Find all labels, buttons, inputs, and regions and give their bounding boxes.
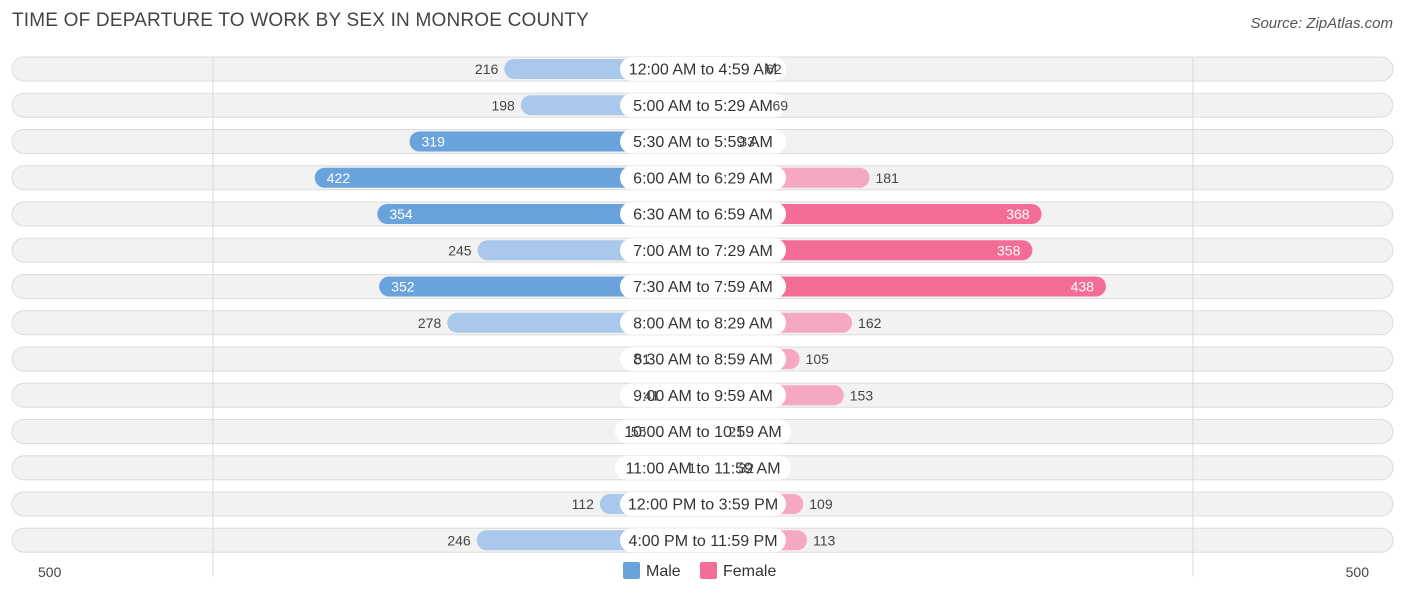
female-bar: [693, 276, 1106, 297]
female-value-label: 105: [806, 351, 830, 367]
axis-label-right: 500: [1346, 564, 1370, 580]
category-label: 5:30 AM to 5:59 AM: [633, 134, 773, 151]
category-label: 12:00 AM to 4:59 AM: [629, 62, 778, 79]
female-value-label: 162: [858, 315, 882, 331]
category-label-bg: [615, 419, 791, 444]
axis-label-left: 500: [38, 564, 62, 580]
category-label: 6:00 AM to 6:29 AM: [633, 170, 773, 187]
category-label-bg: [620, 528, 786, 553]
male-value-label: 216: [475, 61, 499, 77]
female-value-label: 358: [997, 242, 1021, 258]
category-label: 4:00 PM to 11:59 PM: [628, 533, 777, 550]
male-value-label: 41: [644, 387, 660, 403]
chart-title: TIME OF DEPARTURE TO WORK BY SEX IN MONR…: [12, 10, 590, 31]
female-value-label: 438: [1071, 279, 1095, 295]
category-label: 10:00 AM to 10:59 AM: [624, 424, 781, 441]
male-value-label: 246: [447, 532, 471, 548]
category-label-bg: [620, 383, 786, 408]
category-label: 12:00 PM to 3:59 PM: [628, 497, 778, 514]
male-value-label: 112: [572, 496, 595, 512]
category-label: 9:00 AM to 9:59 AM: [633, 388, 773, 405]
category-label: 7:00 AM to 7:29 AM: [633, 243, 773, 260]
category-label: 5:00 AM to 5:29 AM: [633, 98, 773, 115]
male-value-label: 245: [448, 242, 472, 258]
category-label: 8:00 AM to 8:29 AM: [633, 315, 773, 332]
female-value-label: 153: [850, 387, 874, 403]
female-value-label: 21: [728, 424, 744, 440]
female-value-label: 33: [739, 134, 755, 150]
female-value-label: 69: [772, 97, 788, 113]
male-value-label: 422: [327, 170, 351, 186]
category-label-bg: [620, 57, 786, 81]
category-label-bg: [620, 202, 786, 226]
male-bar: [314, 167, 713, 188]
female-value-label: 181: [876, 170, 900, 186]
male-value-label: 55: [631, 424, 647, 440]
male-value-label: 354: [389, 206, 413, 222]
male-value-label: 352: [391, 279, 415, 295]
legend-male-label: Male: [646, 563, 681, 580]
male-value-label: 319: [422, 134, 446, 150]
female-value-label: 113: [813, 532, 836, 548]
category-label: 6:30 AM to 6:59 AM: [633, 207, 773, 224]
legend-female-label: Female: [723, 563, 776, 580]
female-value-label: 109: [809, 496, 833, 512]
male-value-label: 1: [688, 460, 696, 476]
male-value-label: 198: [491, 97, 515, 113]
category-label-bg: [620, 310, 786, 335]
category-label: 7:30 AM to 7:59 AM: [633, 279, 773, 296]
category-label-bg: [620, 165, 786, 190]
female-value-label: 32: [738, 460, 754, 476]
category-label: 11:00 AM to 11:59 AM: [625, 460, 780, 477]
category-label-bg: [620, 274, 786, 299]
category-label-bg: [615, 455, 791, 480]
legend-female-swatch: [700, 562, 717, 579]
category-label: 8:30 AM to 8:59 AM: [633, 352, 773, 369]
category-label-bg: [620, 347, 786, 371]
legend-male-swatch: [623, 562, 640, 579]
category-label-bg: [620, 93, 786, 118]
male-value-label: 51: [635, 351, 651, 367]
female-value-label: 62: [766, 61, 782, 77]
category-label-bg: [620, 129, 786, 154]
category-label-bg: [620, 238, 786, 263]
female-value-label: 368: [1006, 206, 1030, 222]
category-label-bg: [620, 492, 786, 516]
male-value-label: 278: [418, 315, 442, 331]
source-label: Source: ZipAtlas.com: [1250, 15, 1393, 32]
